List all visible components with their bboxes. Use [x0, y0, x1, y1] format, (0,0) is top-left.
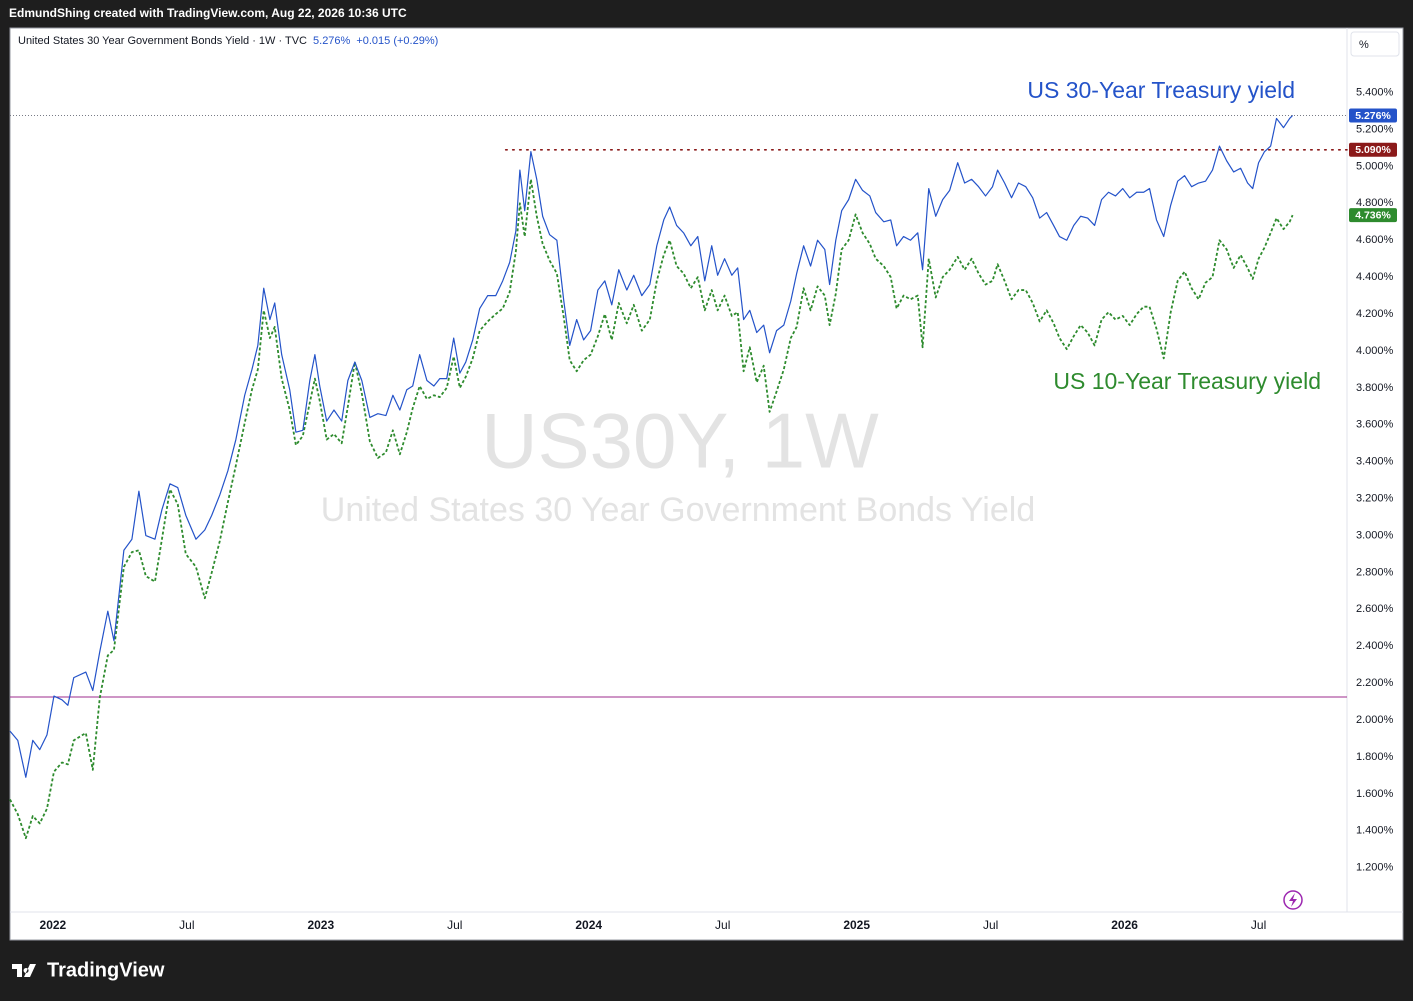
legend-last: 5.276%: [313, 35, 351, 47]
price-label: 5.276%: [1355, 110, 1391, 122]
y-tick-label: 1.800%: [1356, 751, 1394, 763]
alert-circle[interactable]: [1283, 890, 1303, 910]
y-tick-label: 2.800%: [1356, 566, 1394, 578]
y-tick-label: 2.200%: [1356, 677, 1394, 689]
x-tick-label: 2024: [575, 918, 602, 932]
y-tick-label: 4.800%: [1356, 197, 1394, 209]
x-tick-label: 2023: [307, 918, 334, 932]
series-line: [9, 178, 1294, 840]
y-tick-label: 1.600%: [1356, 788, 1394, 800]
y-tick-label: 4.000%: [1356, 345, 1394, 357]
y-tick-label: 4.600%: [1356, 234, 1394, 246]
price-label-bg: [1349, 208, 1397, 223]
y-tick-label: 3.200%: [1356, 493, 1394, 505]
x-tick-label: Jul: [715, 918, 730, 932]
y-tick-label: 1.400%: [1356, 825, 1394, 837]
legend: United States 30 Year Government Bonds Y…: [18, 35, 438, 47]
price-label-bg: [1349, 142, 1397, 157]
x-tick-label: 2025: [843, 918, 870, 932]
price-label-bg: [1349, 108, 1397, 123]
alert-icon[interactable]: [1283, 890, 1303, 910]
y-tick-label: 3.000%: [1356, 529, 1394, 541]
logo-mark: [12, 964, 36, 977]
series-annotation: US 30-Year Treasury yield: [1027, 77, 1295, 103]
x-tick-label: 2026: [1111, 918, 1138, 932]
legend-change: +0.015 (+0.29%): [356, 35, 438, 47]
unit-button-bg[interactable]: [1350, 31, 1400, 57]
footer-logo: TradingView: [12, 959, 165, 981]
y-tick-label: 5.000%: [1356, 160, 1394, 172]
brand: TradingView: [47, 959, 165, 981]
y-tick-label: 3.400%: [1356, 456, 1394, 468]
price-label: 4.736%: [1355, 209, 1391, 221]
y-tick-label: 2.000%: [1356, 714, 1394, 726]
series-annotation: US 10-Year Treasury yield: [1053, 368, 1321, 394]
y-tick-label: 2.600%: [1356, 603, 1394, 615]
price-label: 5.090%: [1355, 144, 1391, 156]
y-tick-label: 5.400%: [1356, 86, 1394, 98]
y-tick-label: 1.200%: [1356, 862, 1394, 874]
y-tick-label: 2.400%: [1356, 640, 1394, 652]
y-tick-label: 4.200%: [1356, 308, 1394, 320]
watermark-symbol: US30Y, 1W: [481, 397, 879, 485]
unit-button[interactable]: %: [1350, 31, 1400, 57]
y-tick-label: 4.400%: [1356, 271, 1394, 283]
legend-symbol: United States 30 Year Government Bonds Y…: [18, 35, 307, 47]
y-tick-label: 3.800%: [1356, 382, 1394, 394]
alert-bolt[interactable]: [1289, 893, 1297, 907]
x-tick-label: Jul: [447, 918, 462, 932]
x-tick-label: Jul: [983, 918, 998, 932]
x-tick-label: Jul: [1251, 918, 1266, 932]
x-tick-label: Jul: [179, 918, 194, 932]
watermark: US30Y, 1W United States 30 Year Governme…: [321, 397, 1035, 529]
unit-button-label[interactable]: %: [1359, 39, 1369, 51]
watermark-description: United States 30 Year Government Bonds Y…: [321, 491, 1035, 529]
y-tick-label: 5.200%: [1356, 123, 1394, 135]
credit: EdmundShing created with TradingView.com…: [9, 6, 407, 20]
x-tick-label: 2022: [40, 918, 67, 932]
series-line: [9, 115, 1294, 778]
y-tick-label: 3.600%: [1356, 419, 1394, 431]
chart-pane: [9, 27, 1404, 941]
